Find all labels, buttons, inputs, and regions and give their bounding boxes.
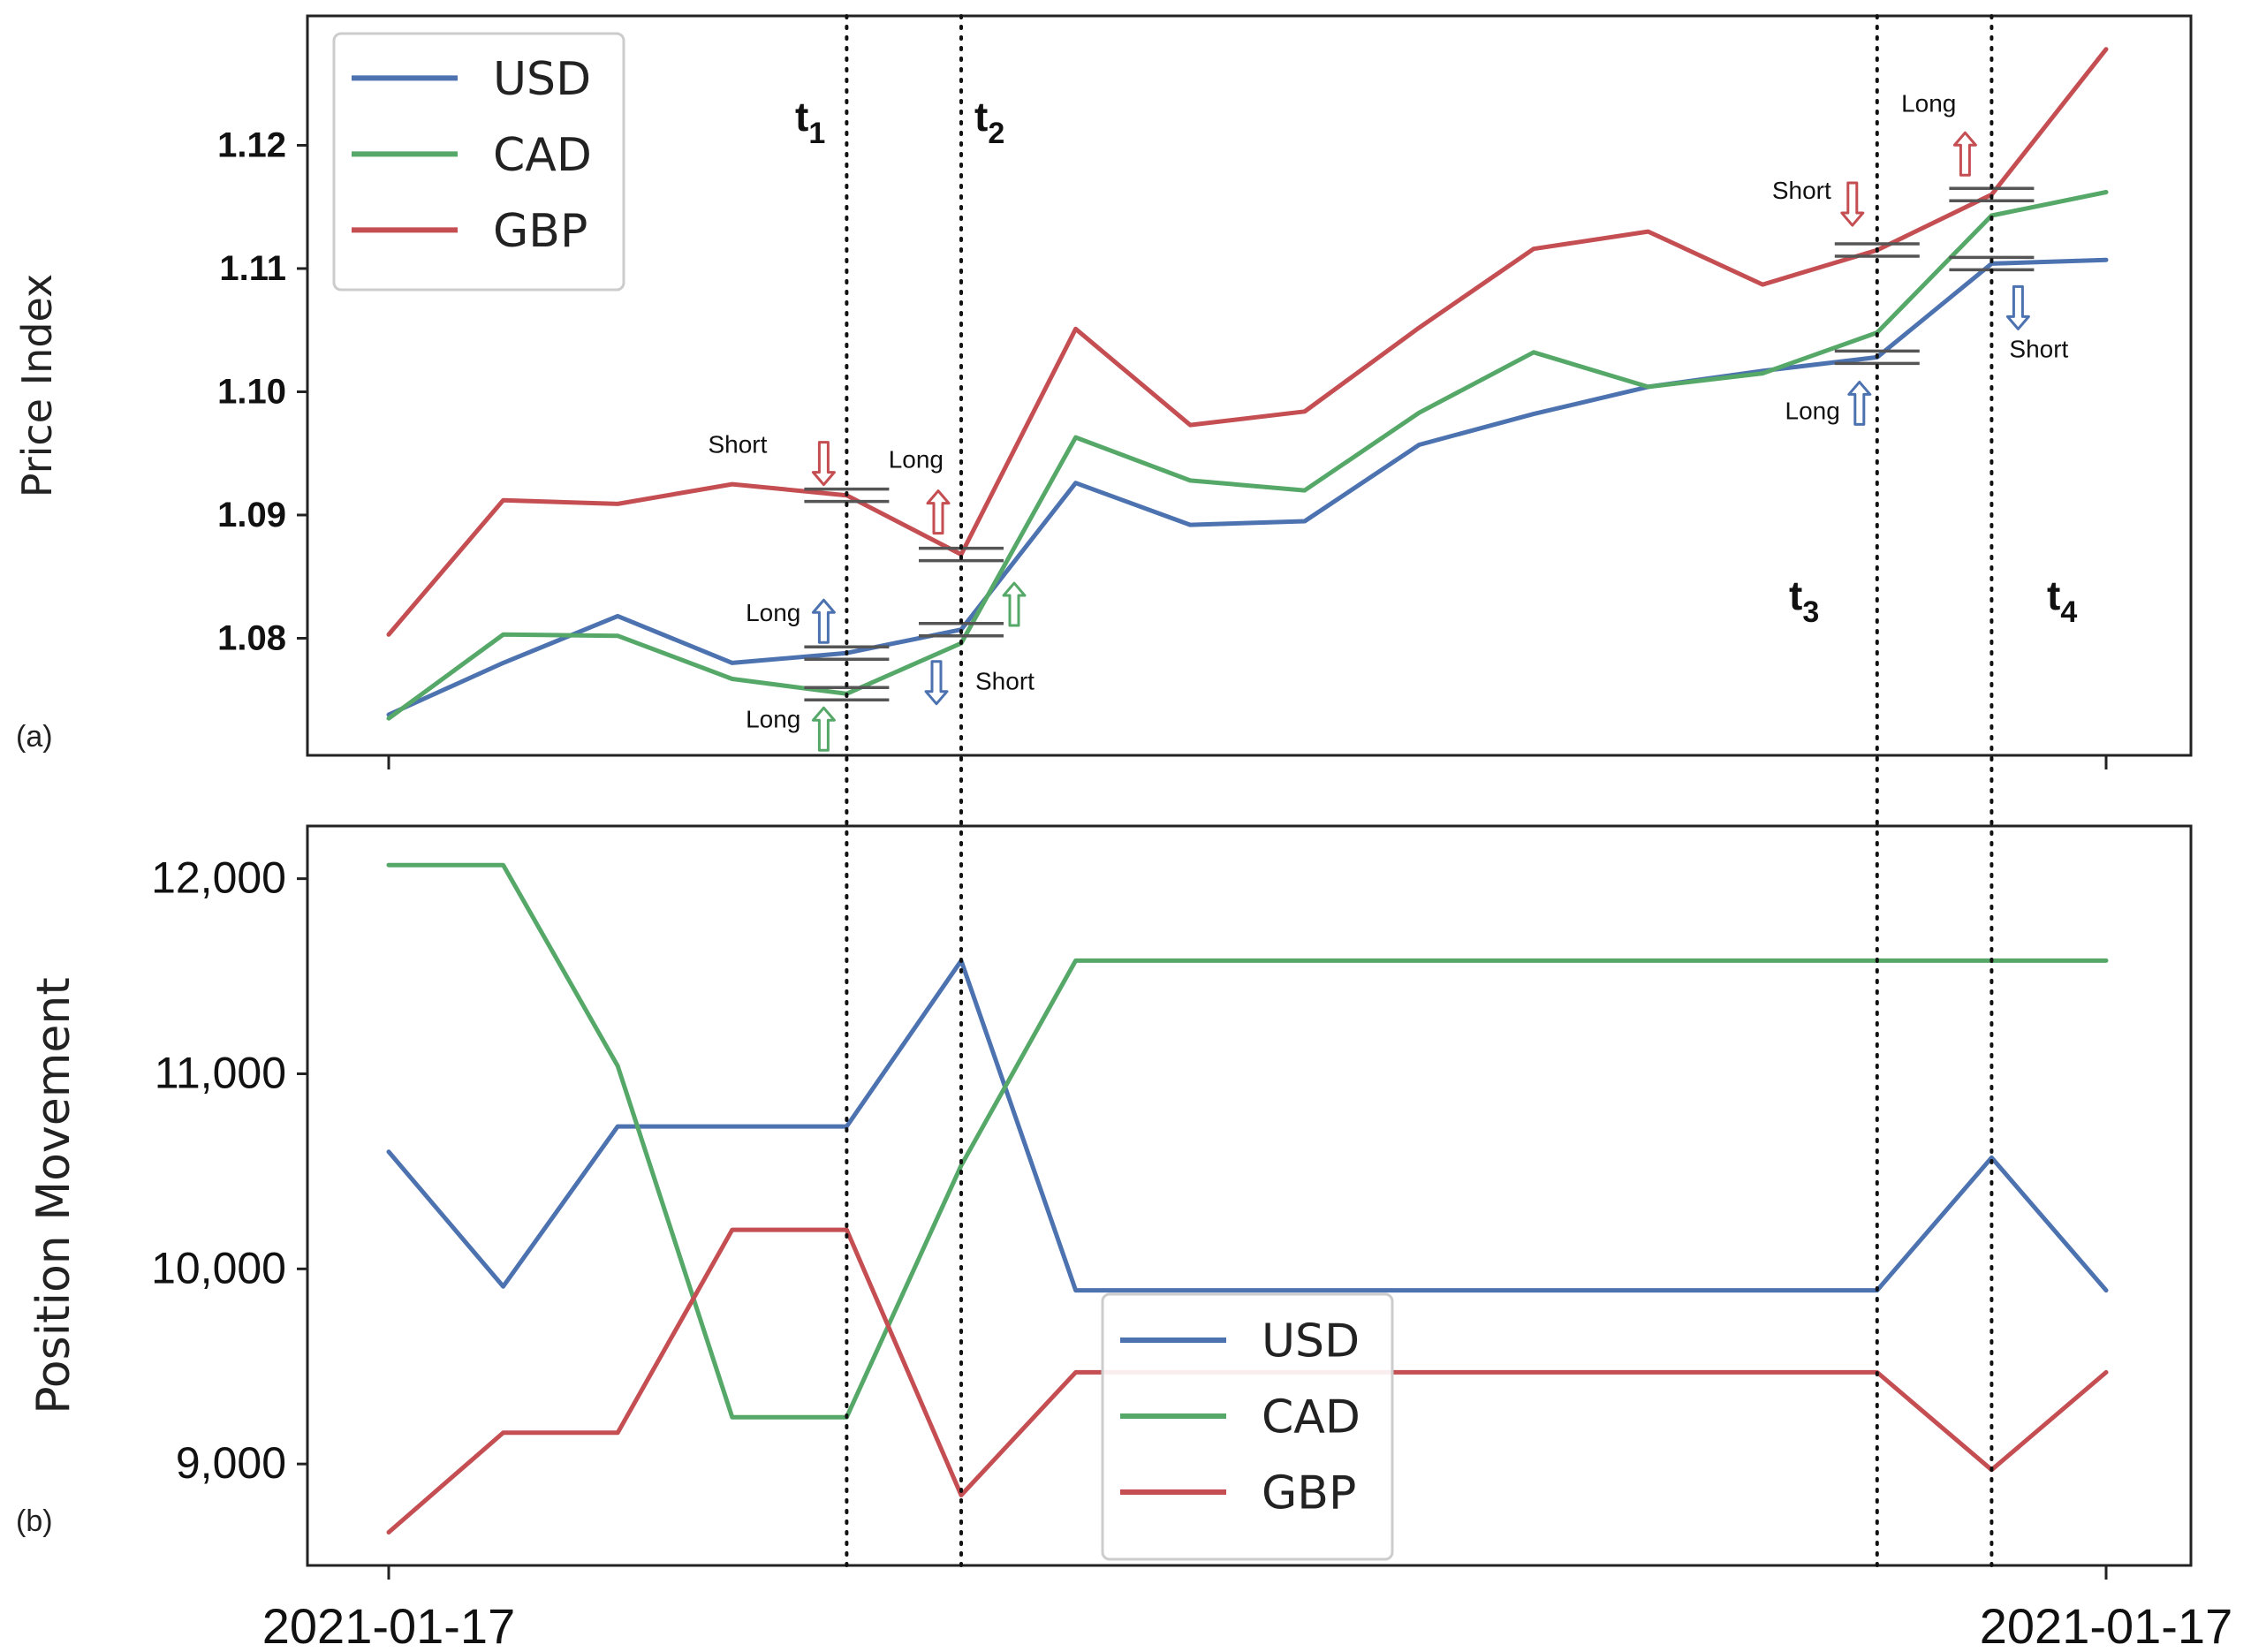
plot-frame bbox=[306, 824, 2193, 1567]
t-label-base: t bbox=[2047, 572, 2060, 618]
y-axis-label: Position Movement bbox=[27, 977, 80, 1413]
trade-annotation-label: Short bbox=[1772, 177, 1831, 204]
trade-annotation-label: Long bbox=[1901, 89, 1956, 117]
trade-annotation-label: Short bbox=[2009, 335, 2068, 362]
x-tick-label: 2021-01-17 bbox=[262, 1598, 515, 1652]
panel-label: (a) bbox=[16, 720, 53, 754]
y-tick-label: 1.10 bbox=[217, 372, 286, 411]
t-label-3: t3 bbox=[1789, 572, 1819, 629]
trade-annotation-label: Long bbox=[1785, 397, 1840, 424]
t-label-base: t bbox=[795, 94, 808, 140]
legend: USD CAD GBP bbox=[332, 32, 625, 292]
t-label-2: t2 bbox=[974, 94, 1004, 150]
series-line-cad bbox=[386, 190, 2109, 721]
panel-label: (b) bbox=[16, 1504, 53, 1538]
y-tick-label: 12,000 bbox=[151, 853, 286, 903]
arrow-up-icon bbox=[811, 706, 836, 752]
arrow-up-icon bbox=[1002, 581, 1027, 627]
y-axis-label: Price Index bbox=[13, 274, 61, 497]
arrow-up-icon bbox=[926, 489, 951, 535]
series-line-gbp bbox=[386, 47, 2109, 637]
y-tick-label: 10,000 bbox=[151, 1243, 286, 1292]
y-tick-label: 1.12 bbox=[217, 125, 286, 164]
t-label-subscript: 3 bbox=[1802, 595, 1819, 629]
time-markers bbox=[845, 14, 1994, 1567]
t-label-subscript: 2 bbox=[988, 117, 1004, 150]
trade-annotation-label: Short bbox=[975, 668, 1035, 695]
series-line-usd bbox=[386, 958, 2109, 1293]
arrow-up-icon bbox=[811, 598, 836, 644]
t-label-base: t bbox=[1789, 572, 1802, 618]
legend-label: CAD bbox=[493, 129, 592, 182]
y-tick-label: 1.09 bbox=[217, 496, 286, 534]
t-label-subscript: 4 bbox=[2060, 595, 2077, 629]
y-tick-label: 1.08 bbox=[217, 618, 286, 657]
y-tick-label: 1.11 bbox=[219, 249, 286, 288]
arrow-up-icon bbox=[1847, 380, 1872, 426]
legend: USD CAD GBP bbox=[1101, 1292, 1394, 1561]
arrow-up-icon bbox=[1952, 131, 1977, 177]
legend-label: GBP bbox=[493, 205, 587, 258]
plot-frame bbox=[306, 14, 2193, 757]
legend-label: USD bbox=[1262, 1315, 1360, 1368]
legend-label: USD bbox=[493, 53, 591, 106]
t-label-base: t bbox=[974, 94, 988, 140]
legend-box bbox=[332, 32, 625, 292]
trade-annotation-label: Short bbox=[708, 431, 767, 458]
series-line-usd bbox=[386, 257, 2109, 717]
arrow-down-icon bbox=[811, 441, 836, 487]
series-line-cad bbox=[386, 862, 2109, 1420]
legend-label: CAD bbox=[1262, 1391, 1360, 1444]
t-label-4: t4 bbox=[2047, 572, 2077, 629]
arrow-down-icon bbox=[2005, 284, 2030, 330]
t-label-subscript: 1 bbox=[808, 117, 825, 150]
y-tick-label: 11,000 bbox=[155, 1048, 286, 1097]
arrow-down-icon bbox=[1840, 181, 1865, 227]
y-tick-label: 9,000 bbox=[176, 1438, 286, 1488]
trade-annotation-label: Long bbox=[889, 446, 944, 474]
legend-label: GBP bbox=[1262, 1467, 1356, 1520]
trade-annotation-label: Long bbox=[746, 705, 800, 732]
position-movement-panel: 9,000 10,000 11,000 12,000 Position Movement… bbox=[16, 824, 2232, 1652]
trade-annotation-label: Long bbox=[746, 599, 800, 626]
x-tick-label: 2021-01-17 bbox=[1980, 1598, 2232, 1652]
arrow-down-icon bbox=[924, 660, 949, 706]
t-label-1: t1 bbox=[795, 94, 825, 150]
